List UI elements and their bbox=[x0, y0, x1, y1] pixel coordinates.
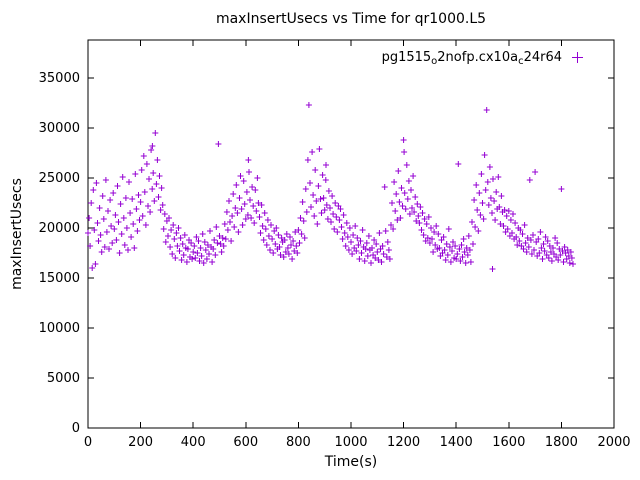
svg-text:400: 400 bbox=[181, 435, 206, 450]
svg-text:1800: 1800 bbox=[545, 435, 578, 450]
x-axis-label: Time(s) bbox=[324, 454, 378, 470]
svg-text:20000: 20000 bbox=[39, 221, 80, 236]
scatter-points bbox=[85, 102, 576, 272]
svg-text:2000: 2000 bbox=[597, 435, 630, 450]
legend-series-label: pg1515o2nofp.cx10ac24r64 bbox=[381, 50, 562, 67]
svg-text:200: 200 bbox=[128, 435, 153, 450]
legend-plus-glyph bbox=[572, 52, 583, 63]
svg-text:1000: 1000 bbox=[334, 435, 367, 450]
svg-text:30000: 30000 bbox=[39, 121, 80, 136]
legend: pg1515o2nofp.cx10ac24r64 bbox=[381, 50, 584, 67]
svg-text:5000: 5000 bbox=[47, 371, 80, 386]
svg-text:0: 0 bbox=[84, 435, 92, 450]
legend-marker-icon bbox=[572, 52, 583, 63]
svg-text:1600: 1600 bbox=[492, 435, 525, 450]
svg-text:35000: 35000 bbox=[39, 71, 80, 86]
y-axis-label: maxInsertUsecs bbox=[9, 178, 25, 290]
axis-ticks bbox=[87, 40, 615, 429]
svg-text:800: 800 bbox=[286, 435, 311, 450]
svg-text:1400: 1400 bbox=[440, 435, 473, 450]
plot-border bbox=[87, 39, 615, 429]
tick-labels: 0 200 400 600 800 1000 1200 1400 1600 1800 2000050… bbox=[39, 71, 631, 450]
chart-title: maxInsertUsecs vs Time for qr1000.L5 bbox=[215, 11, 487, 27]
svg-text:25000: 25000 bbox=[39, 171, 80, 186]
svg-text:0: 0 bbox=[72, 421, 80, 436]
svg-text:10000: 10000 bbox=[39, 321, 80, 336]
svg-text:15000: 15000 bbox=[39, 271, 80, 286]
svg-text:600: 600 bbox=[233, 435, 258, 450]
svg-text:1200: 1200 bbox=[387, 435, 420, 450]
